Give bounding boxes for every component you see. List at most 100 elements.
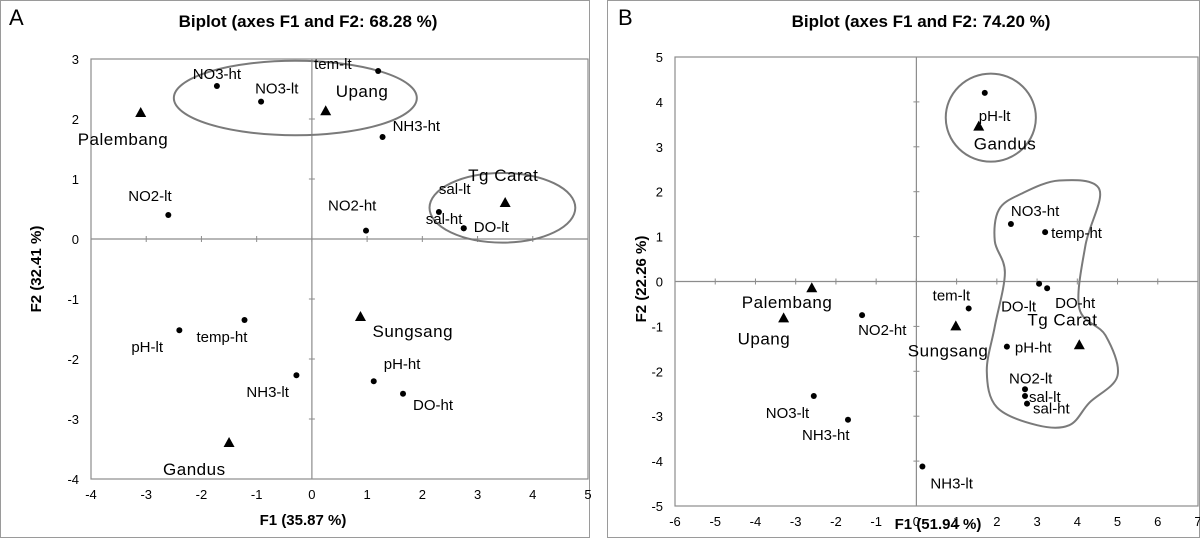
variable-label: DO-lt: [1001, 299, 1037, 316]
plot-frame: [90, 58, 589, 480]
y-tick-label: 1: [72, 172, 79, 187]
variable-point: [810, 392, 817, 399]
x-tick-label: -4: [85, 487, 97, 502]
x-axis-title: F1 (51.94 %): [895, 516, 982, 533]
variable-label: temp-ht: [1051, 225, 1103, 242]
variable-point: [1044, 285, 1051, 292]
site-marker: [499, 197, 511, 207]
site-marker: [320, 105, 332, 116]
variable-point: [844, 416, 851, 423]
variable-point: [981, 89, 988, 96]
x-tick-label: -6: [669, 514, 681, 529]
y-tick-label: -3: [651, 409, 663, 424]
site-label: Palembang: [742, 293, 833, 312]
x-tick-label: -5: [709, 514, 721, 529]
variable-point: [165, 212, 172, 218]
variable-label: sal-ht: [426, 211, 464, 228]
variable-label: DO-ht: [1055, 295, 1096, 312]
y-axis-title: F2 (32.41 %): [28, 226, 45, 313]
site-marker: [223, 437, 235, 447]
variable-point: [859, 312, 866, 319]
x-tick-label: 3: [1033, 514, 1040, 529]
variable-point: [370, 378, 377, 385]
variable-point: [1003, 343, 1010, 350]
variable-label: pH-lt: [979, 108, 1012, 125]
cluster-ellipse: [172, 59, 418, 137]
x-tick-label: 5: [584, 487, 591, 502]
x-tick-label: 2: [993, 514, 1000, 529]
variable-point: [1024, 400, 1031, 407]
site-label: Sungsang: [372, 322, 453, 341]
site-label: Gandus: [974, 135, 1037, 154]
x-tick-label: 6: [1154, 514, 1161, 529]
x-tick-label: 1: [953, 514, 960, 529]
site-marker: [973, 120, 985, 131]
variable-label: tem-lt: [933, 287, 971, 304]
y-tick-label: 1: [656, 230, 663, 245]
y-tick-label: -4: [651, 454, 663, 469]
site-label: Gandus: [163, 460, 226, 479]
chart-panel-a: -4 -3 -2 -1 0 1 2 3 4 5 3 2 1 0 -1 -2 -3 -4 NO3-ht NO3-lt te…: [0, 0, 591, 538]
variable-label: sal-lt: [1029, 389, 1062, 406]
variable-label: NO2-lt: [128, 188, 172, 205]
variable-point: [919, 463, 926, 470]
x-tick-label: -1: [251, 487, 263, 502]
x-tick-label: 4: [529, 487, 536, 502]
y-tick-label: -1: [651, 319, 663, 334]
variable-point: [241, 317, 248, 323]
variable-label: NO2-lt: [1009, 370, 1053, 387]
x-tick-label: 5: [1114, 514, 1121, 529]
y-tick-label: -1: [67, 292, 79, 307]
variable-label: NH3-lt: [930, 475, 973, 492]
variable-label: NO3-lt: [255, 81, 299, 98]
variable-point: [293, 372, 300, 379]
variable-label: NO3-ht: [193, 66, 242, 83]
variable-label: DO-ht: [413, 397, 454, 414]
variable-label: pH-ht: [384, 356, 422, 373]
y-tick-label: -2: [67, 352, 79, 367]
y-tick-label: 4: [656, 95, 663, 110]
x-tick-label: -1: [870, 514, 882, 529]
variable-point: [176, 327, 183, 334]
site-marker: [1073, 339, 1085, 350]
x-tick-label: -4: [750, 514, 762, 529]
variable-label: NH3-lt: [246, 384, 289, 401]
variable-label: NO3-ht: [1011, 203, 1060, 220]
panel-letter: A: [9, 5, 24, 30]
variable-point: [1007, 221, 1014, 228]
x-tick-label: 0: [913, 514, 920, 529]
x-tick-label: 1: [363, 487, 370, 502]
site-marker: [778, 312, 790, 323]
variable-point: [965, 305, 972, 312]
variable-point: [258, 98, 265, 105]
site-marker: [950, 320, 962, 331]
site-label: Sungsang: [908, 341, 989, 360]
variable-point: [400, 390, 407, 397]
biplot-a-svg: -4 -3 -2 -1 0 1 2 3 4 5 3 2 1 0 -1 -2 -3 -4 NO3-ht NO3-lt te…: [9, 5, 591, 529]
variable-label: sal-ht: [1033, 401, 1071, 418]
variable-point: [375, 68, 382, 74]
x-tick-label: -3: [790, 514, 802, 529]
y-axis-title: F2 (22.26 %): [633, 236, 650, 323]
site-marker: [806, 282, 818, 293]
biplot-b-svg: -6 -5 -4 -3 -2 -1 0 1 2 3 4 5 6 7 5 4 3 2 1 0 -1 -2 -3 -4 -5 pH-l…: [618, 5, 1200, 533]
y-tick-label: 2: [656, 185, 663, 200]
y-tick-label: 0: [656, 275, 663, 290]
y-tick-label: -3: [67, 412, 79, 427]
variable-point: [460, 225, 467, 232]
variable-point: [1042, 229, 1049, 236]
x-tick-label: 4: [1074, 514, 1081, 529]
site-label: Palembang: [78, 130, 169, 149]
site-label: Upang: [336, 82, 389, 101]
variable-label: NO2-ht: [858, 322, 907, 339]
x-tick-label: 3: [474, 487, 481, 502]
variable-label: NH3-ht: [393, 118, 441, 135]
site-label: Tg Carat: [468, 166, 538, 185]
chart-title: Biplot (axes F1 and F2: 68.28 %): [179, 12, 438, 31]
y-tick-label: 0: [72, 232, 79, 247]
x-axis-title: F1 (35.87 %): [260, 512, 347, 529]
x-tick-label: -3: [140, 487, 152, 502]
site-marker: [354, 311, 366, 321]
variable-label: DO-lt: [474, 219, 510, 236]
x-tick-label: 7: [1194, 514, 1200, 529]
